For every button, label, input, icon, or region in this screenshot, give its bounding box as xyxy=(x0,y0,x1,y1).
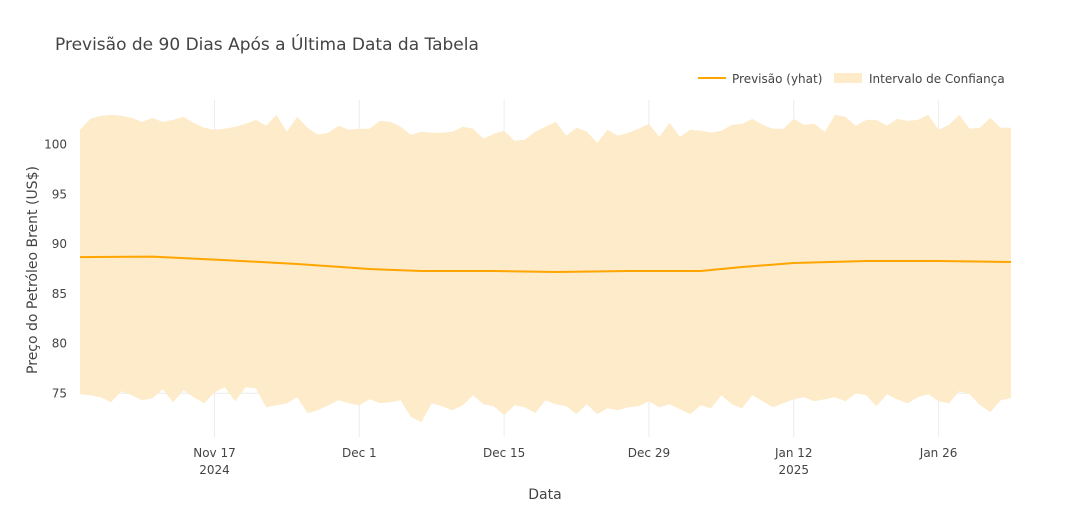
x-tick-label: Jan 12 xyxy=(774,446,813,460)
forecast-line xyxy=(79,255,1012,274)
y-axis-ticks: 75 80 85 90 95 100 xyxy=(44,138,67,401)
x-tick-label: Nov 17 xyxy=(193,446,236,460)
legend-label-forecast[interactable]: Previsão (yhat) xyxy=(732,72,822,86)
x-tick-year-label: 2024 xyxy=(199,463,230,477)
y-axis-title: Preço do Petróleo Brent (US$) xyxy=(25,166,41,374)
legend-label-confidence[interactable]: Intervalo de Confiança xyxy=(869,72,1005,86)
x-tick-label: Jan 26 xyxy=(919,446,958,460)
confidence-band xyxy=(80,114,1011,423)
y-tick-label: 100 xyxy=(44,138,67,152)
x-axis-title: Data xyxy=(528,487,561,503)
x-tick-year-label: 2025 xyxy=(778,463,809,477)
chart-title: Previsão de 90 Dias Após a Última Data d… xyxy=(55,33,479,55)
x-tick-label: Dec 15 xyxy=(483,446,525,460)
y-tick-label: 80 xyxy=(52,337,67,351)
legend: Previsão (yhat) Intervalo de Confiança xyxy=(698,72,1005,86)
y-tick-label: 75 xyxy=(52,386,67,400)
x-axis-ticks: Nov 17 2024 Dec 1 Dec 15 Dec 29 Jan 12 2025 Jan… xyxy=(193,446,957,477)
y-tick-label: 90 xyxy=(52,237,67,251)
y-tick-label: 95 xyxy=(52,187,67,201)
x-tick-label: Dec 1 xyxy=(342,446,377,460)
x-tick-label: Dec 29 xyxy=(628,446,670,460)
legend-band-swatch xyxy=(834,73,862,83)
y-tick-label: 85 xyxy=(52,287,67,301)
